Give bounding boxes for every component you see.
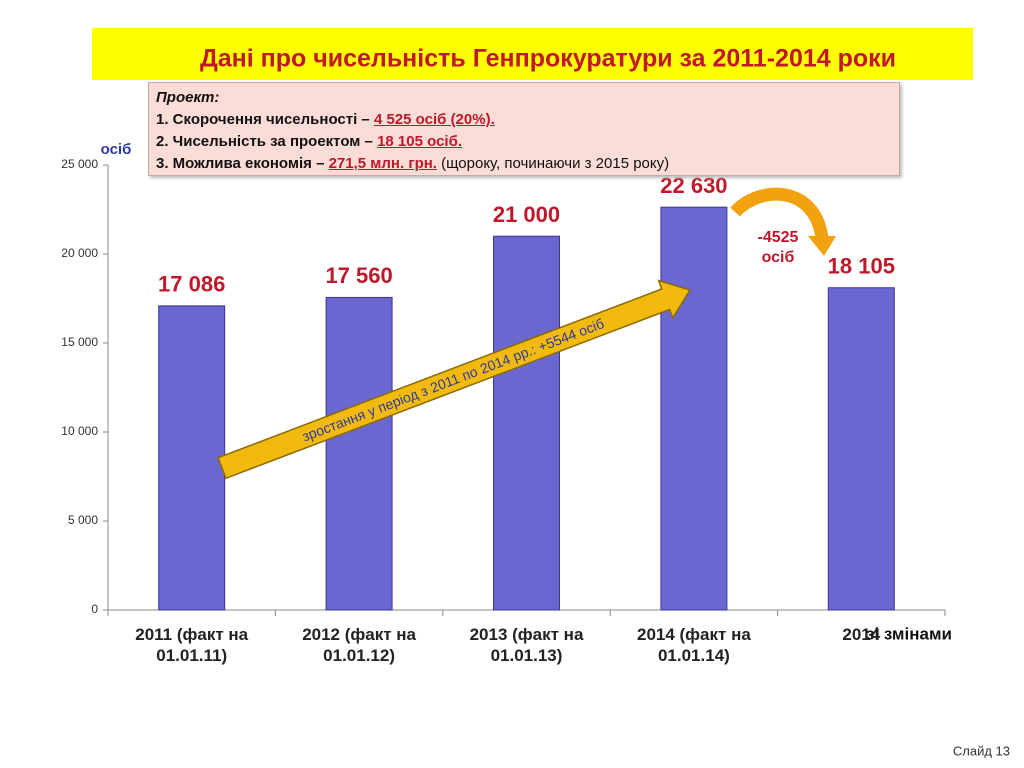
y-tick-label: 25 000 xyxy=(61,157,98,171)
bar xyxy=(158,305,226,611)
chart-title: Дані про чисельність Генпрокуратури за 2… xyxy=(200,45,896,73)
title-band xyxy=(92,28,973,80)
growth-arrow-shape xyxy=(217,279,692,480)
y-tick-label: 20 000 xyxy=(61,246,98,260)
y-tick-label: 0 xyxy=(91,602,98,616)
data-label: 17 560 xyxy=(325,263,392,288)
project-item-text: 2. Чисельність за проектом – xyxy=(156,133,378,150)
project-box: Проект: 1. Скорочення чисельності – 4 525… xyxy=(148,82,900,176)
project-item: 1. Скорочення чисельності – 4 525 осіб (… xyxy=(156,109,892,131)
x-tick-label: 2011 (факт на 01.01.11) xyxy=(135,625,249,665)
project-item-text: 3. Можлива економія – xyxy=(156,155,329,172)
y-tick-label: 10 000 xyxy=(61,424,98,438)
bar xyxy=(660,206,728,611)
project-item-highlight: 18 105 осіб. xyxy=(377,133,463,150)
project-item-note: (щороку, починаючи з 2015 року) xyxy=(436,155,670,172)
bar xyxy=(827,287,895,611)
cut-arrow-head xyxy=(808,236,836,256)
bar xyxy=(325,296,393,611)
project-heading: Проект: xyxy=(156,89,220,106)
project-item-text: 1. Скорочення чисельності – xyxy=(156,111,374,128)
x-tick-label: 2014 xyxy=(842,625,881,644)
data-label: 22 630 xyxy=(660,173,727,198)
y-tick-label: 5 000 xyxy=(68,513,98,527)
project-item: 2. Чисельність за проектом – 18 105 осіб… xyxy=(156,131,892,153)
growth-arrow: зростання у період з 2011 по 2014 рр.: +… xyxy=(217,279,692,480)
x-tick-label: 2012 (факт на 01.01.12) xyxy=(302,625,416,665)
y-tick-label: 15 000 xyxy=(61,335,98,349)
x-tick-label: 2013 (факт на 01.01.13) xyxy=(469,625,584,665)
project-item-highlight: 4 525 осіб (20%). xyxy=(373,111,495,128)
data-label: 21 000 xyxy=(493,202,560,227)
project-item: 3. Можлива економія – 271,5 млн. грн. (щ… xyxy=(156,153,892,175)
y-axis-label: осіб xyxy=(101,141,132,158)
data-label: 17 086 xyxy=(158,272,225,297)
category-note: зі змінами xyxy=(866,624,952,643)
cut-label: -4525 xyxy=(758,229,799,246)
cut-arrow xyxy=(730,187,829,240)
x-tick-label: 2014 (факт на 01.01.14) xyxy=(636,625,751,665)
bar xyxy=(493,235,560,611)
data-label: 18 105 xyxy=(828,254,895,279)
cut-label: осіб xyxy=(762,249,795,266)
slide-number: Слайд 13 xyxy=(953,743,1010,758)
project-item-highlight: 271,5 млн. грн. xyxy=(328,155,437,172)
